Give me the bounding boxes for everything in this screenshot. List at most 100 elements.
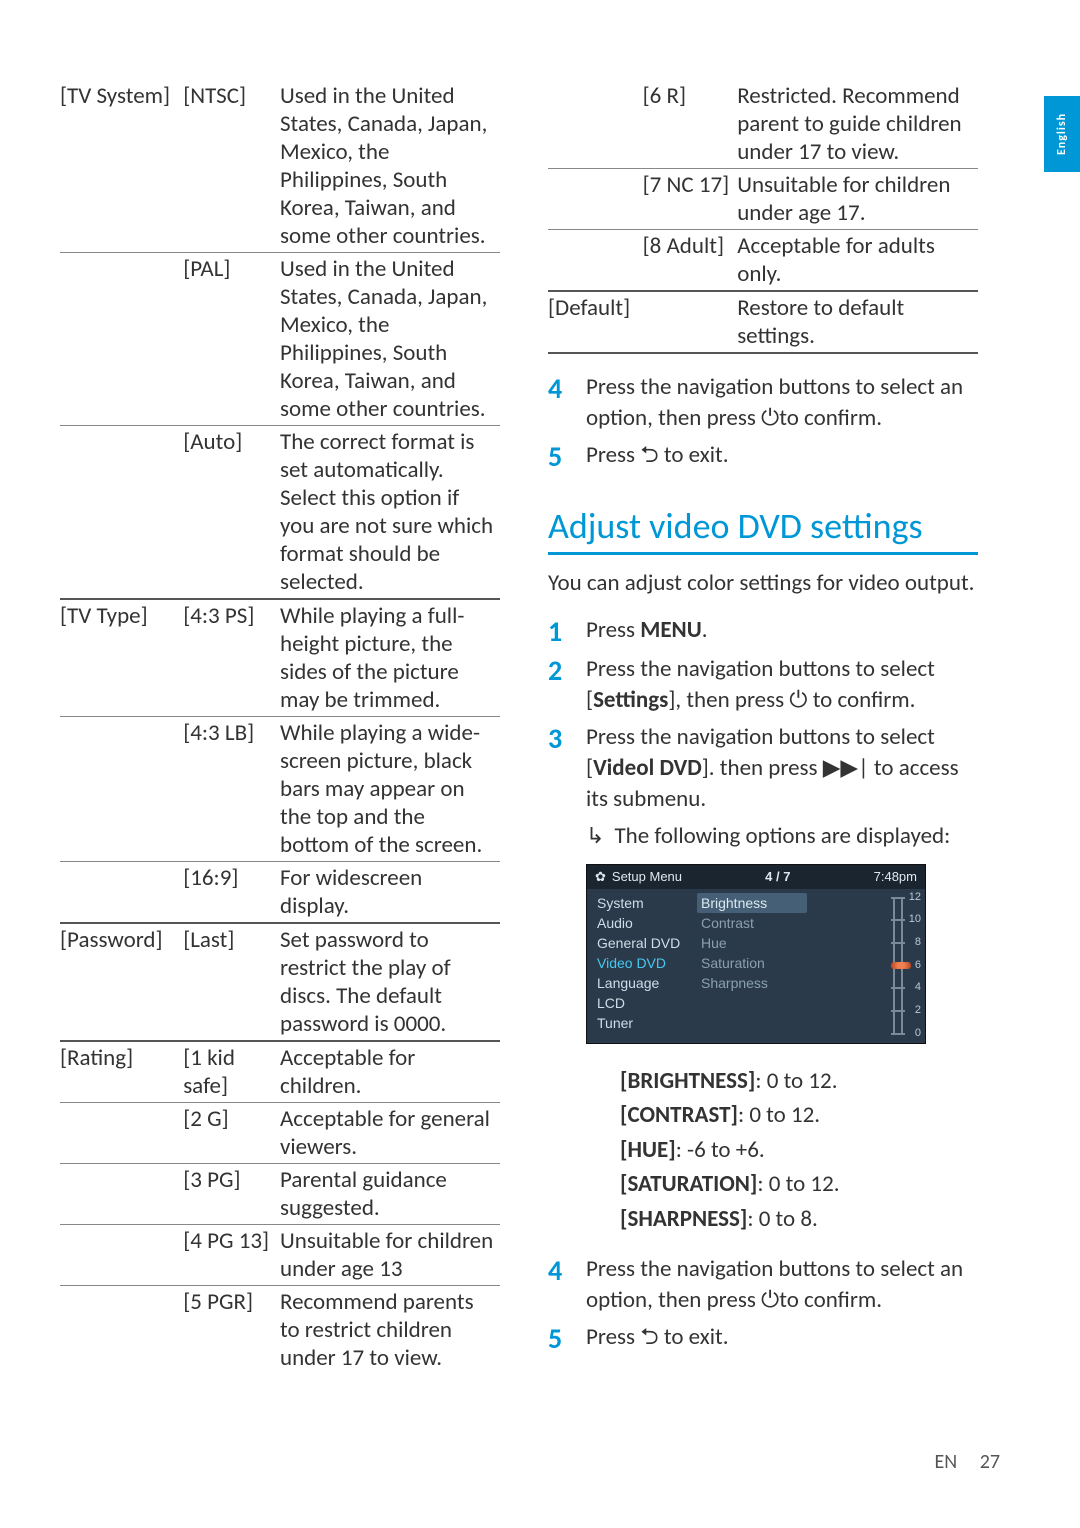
scale-number: 2 <box>915 1004 921 1016</box>
menu-counter: 4 / 7 <box>682 869 874 884</box>
table-row: [Default] Restore to default settings. <box>548 291 978 353</box>
step-bold: Videol DVD <box>593 754 702 782</box>
scale-tick <box>891 1010 905 1012</box>
scale-number: 10 <box>909 913 921 925</box>
scale-number: 6 <box>915 959 921 971</box>
scale-number: 0 <box>915 1027 921 1039</box>
step-number: 2 <box>548 654 572 716</box>
range-label: [SATURATION] <box>620 1170 757 1198</box>
table-cell: While playing a full-height picture, the… <box>280 599 500 717</box>
table-cell <box>60 253 183 426</box>
step-bold: Settings <box>593 686 668 714</box>
menu-left-item: System <box>587 893 697 913</box>
scale-tick <box>891 919 905 921</box>
step-number: 4 <box>548 372 572 434</box>
setup-menu-screenshot: ✿ Setup Menu 4 / 7 7:48pm SystemAudioGen… <box>586 864 926 1044</box>
scale-tick <box>891 987 905 989</box>
table-cell: Restore to default settings. <box>737 291 978 353</box>
table-cell: While playing a wide-screen picture, bla… <box>280 717 500 862</box>
table-cell: Parental guidance suggested. <box>280 1164 500 1225</box>
table-cell: [Default] <box>548 291 643 353</box>
range-label: [BRIGHTNESS] <box>620 1067 755 1095</box>
table-cell <box>548 169 643 230</box>
table-cell: Acceptable for children. <box>280 1041 500 1103</box>
step-text: Press ⮌ to exit. <box>586 1322 978 1356</box>
table-row: [Rating][1 kid safe]Acceptable for child… <box>60 1041 500 1103</box>
table-row: [5 PGR]Recommend parents to restrict chi… <box>60 1286 500 1375</box>
table-cell: For widescreen display. <box>280 862 500 924</box>
step-3-substep: ↳ The following options are displayed: <box>586 822 978 850</box>
table-row: [2 G]Acceptable for general viewers. <box>60 1103 500 1164</box>
table-cell: [1 kid safe] <box>183 1041 280 1103</box>
table-row: [Auto]The correct format is set automati… <box>60 426 500 600</box>
table-cell: [TV System] <box>60 80 183 253</box>
range-value: : 0 to 12. <box>755 1067 837 1095</box>
table-cell <box>548 230 643 292</box>
table-cell: [TV Type] <box>60 599 183 717</box>
menu-title: Setup Menu <box>612 869 682 884</box>
table-cell: [3 PG] <box>183 1164 280 1225</box>
settings-table-right: [6 R]Restricted. Recommend parent to gui… <box>548 80 978 354</box>
step-number: 4 <box>548 1254 572 1316</box>
range-label: [HUE] <box>620 1136 676 1164</box>
substep-text: The following options are displayed: <box>614 822 950 850</box>
table-cell <box>60 1164 183 1225</box>
table-cell: [8 Adult] <box>643 230 738 292</box>
table-cell: Set password to restrict the play of dis… <box>280 923 500 1041</box>
range-value: : -6 to +6. <box>676 1136 765 1164</box>
table-cell: Unsuitable for children under age 17. <box>737 169 978 230</box>
table-row: [4:3 LB]While playing a wide-screen pict… <box>60 717 500 862</box>
step-text: Press the navigation buttons to select a… <box>586 1254 978 1316</box>
range-line: [HUE]: -6 to +6. <box>620 1133 978 1168</box>
menu-left-item: LCD <box>587 993 697 1013</box>
table-cell: Used in the United States, Canada, Japan… <box>280 80 500 253</box>
table-row: [TV Type][4:3 PS]While playing a full-he… <box>60 599 500 717</box>
table-cell <box>548 80 643 169</box>
scale-indicator <box>891 962 911 969</box>
menu-mid-item: Brightness <box>697 893 807 913</box>
footer-page: 27 <box>980 1450 1000 1474</box>
table-cell: [NTSC] <box>183 80 280 253</box>
step-5-bottom: 5 Press ⮌ to exit. <box>548 1322 978 1356</box>
step-1: 1 Press MENU. <box>548 615 978 649</box>
table-cell <box>60 862 183 924</box>
step-4-bottom: 4 Press the navigation buttons to select… <box>548 1254 978 1316</box>
step-bold: MENU <box>640 616 702 644</box>
language-side-tab: English <box>1044 96 1080 172</box>
step-number: 1 <box>548 615 572 649</box>
step-text: Press the navigation buttons to select [… <box>586 654 978 716</box>
table-row: [16:9]For widescreen display. <box>60 862 500 924</box>
table-row: [4 PG 13]Unsuitable for children under a… <box>60 1225 500 1286</box>
scale-tick <box>891 942 905 944</box>
table-cell <box>60 1103 183 1164</box>
table-cell: [6 R] <box>643 80 738 169</box>
range-label: [SHARPNESS] <box>620 1205 747 1233</box>
table-cell: Recommend parents to restrict children u… <box>280 1286 500 1375</box>
table-cell: [Last] <box>183 923 280 1041</box>
table-row: [3 PG]Parental guidance suggested. <box>60 1164 500 1225</box>
table-row: [8 Adult]Acceptable for adults only. <box>548 230 978 292</box>
range-line: [SHARPNESS]: 0 to 8. <box>620 1202 978 1237</box>
table-cell: [PAL] <box>183 253 280 426</box>
step-fragment: Press <box>586 616 640 644</box>
table-cell: Acceptable for general viewers. <box>280 1103 500 1164</box>
substep-arrow-icon: ↳ <box>586 822 604 850</box>
menu-left-item: General DVD <box>587 933 697 953</box>
table-row: [7 NC 17]Unsuitable for children under a… <box>548 169 978 230</box>
range-line: [CONTRAST]: 0 to 12. <box>620 1098 978 1133</box>
table-cell: [5 PGR] <box>183 1286 280 1375</box>
menu-time: 7:48pm <box>874 869 917 884</box>
range-label: [CONTRAST] <box>620 1101 738 1129</box>
table-cell: [2 G] <box>183 1103 280 1164</box>
step-number: 5 <box>548 440 572 474</box>
table-row: [Password][Last]Set password to restrict… <box>60 923 500 1041</box>
table-cell: [16:9] <box>183 862 280 924</box>
menu-left-item: Video DVD <box>587 953 697 973</box>
step-2: 2 Press the navigation buttons to select… <box>548 654 978 716</box>
table-cell: Unsuitable for children under age 13 <box>280 1225 500 1286</box>
range-value: : 0 to 8. <box>747 1205 817 1233</box>
section-heading: Adjust video DVD settings <box>548 504 978 555</box>
step-number: 3 <box>548 722 572 815</box>
table-cell <box>60 1225 183 1286</box>
table-row: [6 R]Restricted. Recommend parent to gui… <box>548 80 978 169</box>
